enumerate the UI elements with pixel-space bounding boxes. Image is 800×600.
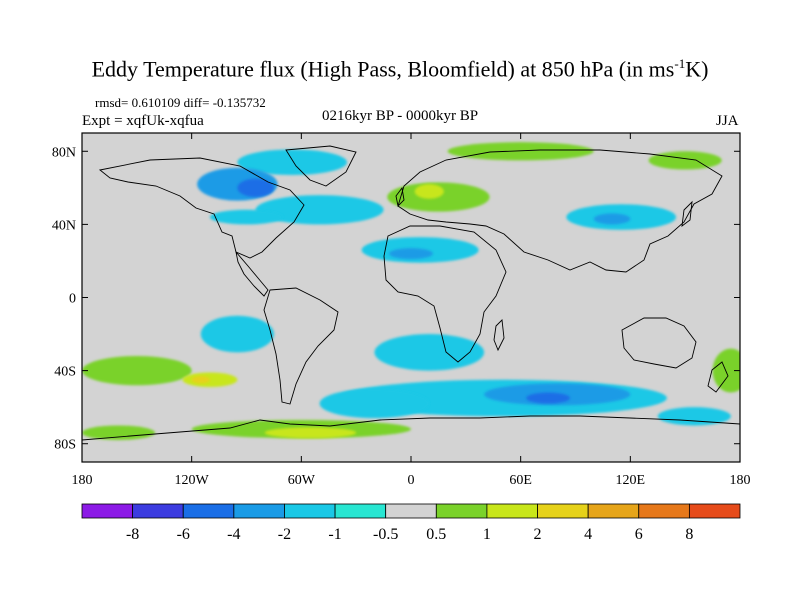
colorbar-label: -2 <box>278 526 291 543</box>
coast-madagascar <box>493 319 505 352</box>
coast-greenland <box>285 145 357 187</box>
contour-north-atlantic-low <box>255 195 384 225</box>
colorbar-swatch <box>587 503 640 519</box>
lon-tick-label: 0 <box>408 473 415 488</box>
contour-east-asia-core <box>593 213 631 225</box>
coast-central-america <box>235 250 269 297</box>
contour-south-pacific-high <box>82 355 192 386</box>
contour-hudson-low <box>237 178 274 197</box>
lon-tick-label: 120E <box>616 473 646 488</box>
colorbar-label: -8 <box>126 526 139 543</box>
colorbar-label: 2 <box>534 526 542 543</box>
colorbar-label: 4 <box>584 526 592 543</box>
lon-tick-label: 180 <box>730 473 751 488</box>
coast-australia <box>621 317 697 369</box>
lat-tick-label: 0 <box>69 292 76 307</box>
colorbar-label: 8 <box>685 526 693 543</box>
contour-south-atlantic-low <box>374 334 485 371</box>
colorbar-swatch <box>486 503 538 519</box>
contour-antarctic-coast-core <box>264 427 357 439</box>
coast-eurasia <box>397 149 723 273</box>
colorbar-label: -1 <box>328 526 341 543</box>
longitude-axis: 180 120W 60W 0 60E 120E 180 <box>72 133 751 488</box>
colorbar-label: 1 <box>483 526 491 543</box>
colorbar-swatch <box>435 503 488 519</box>
colorbar-label: 6 <box>635 526 643 543</box>
lat-tick-label: 80N <box>52 145 76 160</box>
coast-uk <box>395 186 405 207</box>
contour-ross-sea-high <box>82 425 156 441</box>
colorbar-swatch <box>81 503 134 519</box>
lat-tick-label: 40N <box>52 218 76 233</box>
lon-tick-label: 60E <box>509 473 532 488</box>
contour-mediterranean-core <box>389 248 433 260</box>
colorbar-label: -0.5 <box>373 526 398 543</box>
contour-greenland-low <box>237 149 348 176</box>
colorbar-swatch <box>385 503 437 519</box>
coast-north-america <box>98 157 305 259</box>
contour-tasman-high <box>712 348 740 393</box>
coast-africa <box>383 225 507 363</box>
lat-tick-label: 40S <box>54 365 76 380</box>
colorbar-label: 0.5 <box>426 526 446 543</box>
experiment-label: Expt = xqfUk-xqfua <box>82 113 204 129</box>
contour-southern-ocean-east-low <box>657 407 731 426</box>
colorbar-swatch <box>182 503 235 519</box>
chart-title: Eddy Temperature flux (High Pass, Bloomf… <box>91 56 709 82</box>
colorbar-swatch <box>688 503 741 519</box>
contour-south-atlantic-far-low <box>319 388 430 419</box>
contour-arctic-siberia-high <box>447 142 594 161</box>
contour-us-low <box>209 209 284 225</box>
lon-tick-label: 60W <box>288 473 316 488</box>
contour-pacific-west-high <box>648 151 722 170</box>
contour-scandinavia-high <box>414 184 444 199</box>
colorbar-swatch <box>132 503 184 519</box>
contour-southern-ocean-core <box>526 392 571 404</box>
coastline-layer <box>82 145 740 462</box>
colorbar: -8 -6 -4 -2 -1 -0.5 0.5 1 2 4 6 8 <box>81 503 741 543</box>
coast-new-zealand <box>707 361 729 393</box>
stats-label: rmsd= 0.610109 diff= -0.135732 <box>95 95 266 110</box>
lon-tick-label: 180 <box>72 473 93 488</box>
colorbar-label: -4 <box>227 526 240 543</box>
lat-tick-label: 80S <box>54 438 76 453</box>
colorbar-label: -6 <box>177 526 190 543</box>
contour-south-pacific-low <box>200 315 274 353</box>
coast-antarctica <box>82 415 740 462</box>
coast-japan <box>681 200 693 227</box>
colorbar-swatch <box>233 503 285 519</box>
period-label: 0216kyr BP - 0000kyr BP <box>322 108 479 124</box>
colorbar-swatch <box>284 503 336 519</box>
lon-tick-label: 120W <box>175 473 210 488</box>
colorbar-swatch <box>537 503 589 519</box>
coast-south-america <box>263 287 339 405</box>
season-label: JJA <box>716 113 739 129</box>
contour-south-pacific-peak <box>191 376 210 384</box>
latitude-axis: 80N 40N 0 40S 80S <box>52 145 740 453</box>
colorbar-swatch <box>334 503 387 519</box>
colorbar-swatch <box>638 503 690 519</box>
